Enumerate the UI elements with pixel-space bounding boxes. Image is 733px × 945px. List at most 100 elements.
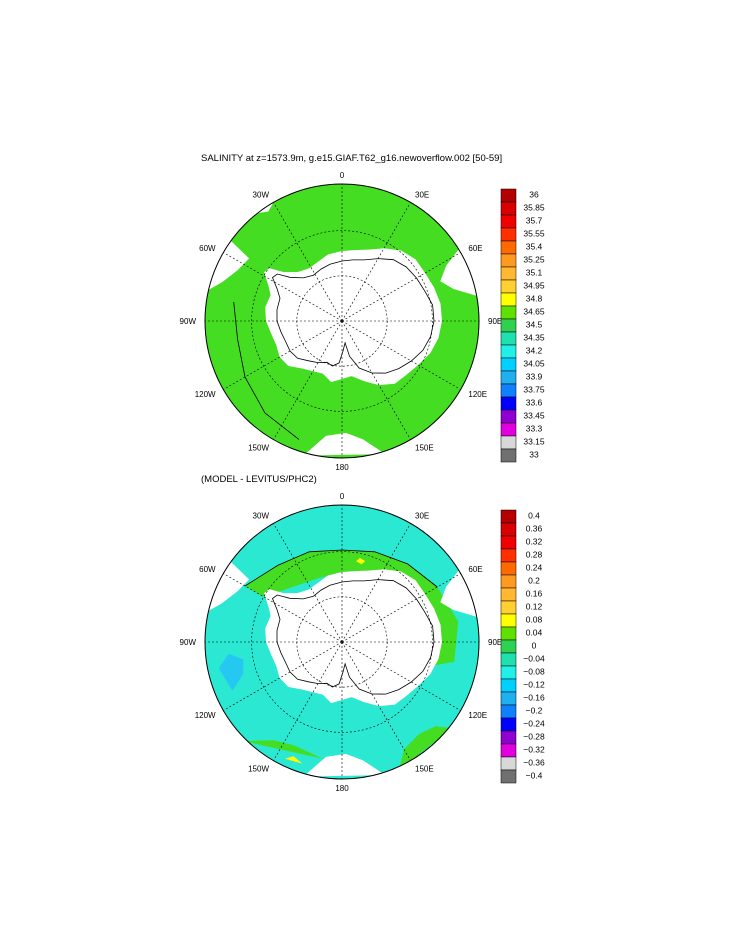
longitude-label: 180 bbox=[335, 784, 349, 793]
colorbar-swatch bbox=[500, 409, 517, 424]
longitude-label: 0 bbox=[340, 492, 345, 501]
colorbar-label: 33 bbox=[529, 450, 539, 460]
colorbar-swatch bbox=[500, 214, 517, 229]
longitude-label: 60E bbox=[468, 565, 482, 574]
colorbar-label: 35.85 bbox=[523, 203, 545, 213]
colorbar-swatch bbox=[500, 383, 517, 398]
longitude-label: 150W bbox=[248, 764, 269, 773]
meridian-line bbox=[223, 573, 343, 643]
longitude-label: 90E bbox=[488, 638, 502, 647]
longitude-label: 30E bbox=[415, 512, 429, 521]
antarctica-coastline bbox=[272, 579, 435, 695]
anomaly-map: 0 30E 60E 90E 120E 150E 180 150W 120W 90W 60W 30W 0… bbox=[180, 492, 545, 793]
panel-2-title: (MODEL - LEVITUS/PHC2) bbox=[201, 474, 317, 485]
colorbar-swatch bbox=[500, 613, 517, 628]
colorbar-label: 34.05 bbox=[523, 359, 545, 369]
meridian-line bbox=[341, 202, 411, 322]
colorbar-swatch bbox=[500, 652, 517, 667]
colorbar-swatch bbox=[500, 253, 517, 268]
colorbar-swatch bbox=[500, 678, 517, 693]
colorbar-label: 0.08 bbox=[526, 615, 543, 625]
colorbar-swatch bbox=[500, 305, 517, 320]
colorbar-swatch bbox=[500, 318, 517, 333]
colorbar-swatch bbox=[500, 522, 517, 537]
meridian-line bbox=[223, 320, 343, 390]
longitude-label: 90W bbox=[180, 638, 197, 647]
globe-outline bbox=[204, 504, 480, 780]
anomaly-yellow-region bbox=[285, 756, 303, 764]
longitude-label: 120E bbox=[468, 390, 487, 399]
colorbar-swatch bbox=[500, 535, 517, 550]
land-mass bbox=[303, 753, 386, 777]
meridian-line bbox=[273, 202, 343, 322]
colorbar-swatch bbox=[500, 691, 517, 706]
land-mass bbox=[440, 246, 479, 297]
colorbar-label: −0.32 bbox=[523, 745, 545, 755]
meridian-line bbox=[341, 252, 461, 322]
colorbar-swatch bbox=[500, 448, 517, 463]
land-mass bbox=[205, 559, 250, 613]
colorbar-swatch bbox=[500, 548, 517, 563]
longitude-label: 90W bbox=[180, 317, 197, 326]
colorbar-label: −0.4 bbox=[526, 771, 543, 781]
colorbar-swatch bbox=[500, 188, 517, 203]
longitude-label: 150W bbox=[248, 443, 269, 452]
meridian-line bbox=[341, 573, 461, 643]
meridian-line bbox=[223, 641, 343, 711]
colorbar-label: 0.12 bbox=[526, 602, 543, 612]
colorbar-label: 34.35 bbox=[523, 333, 545, 343]
latitude-circle bbox=[251, 230, 433, 412]
colorbar-swatch bbox=[500, 587, 517, 602]
colorbar-swatch bbox=[500, 769, 517, 784]
colorbar-swatch bbox=[500, 435, 517, 450]
colorbar-label: −0.16 bbox=[523, 693, 545, 703]
colorbar-label: 0.36 bbox=[526, 524, 543, 534]
colorbar-label: 34.65 bbox=[523, 307, 545, 317]
colorbar-label: −0.04 bbox=[523, 654, 545, 664]
colorbar-label: 0.4 bbox=[528, 511, 540, 521]
colorbar-label: 35.4 bbox=[526, 242, 543, 252]
colorbar-label: 0.16 bbox=[526, 589, 543, 599]
colorbar-label: 34.8 bbox=[526, 294, 543, 304]
anomaly-yellow-region bbox=[356, 557, 366, 565]
longitude-label: 120W bbox=[195, 711, 216, 720]
colorbar-swatch bbox=[500, 292, 517, 307]
colorbar-label: −0.2 bbox=[526, 706, 543, 716]
colorbar-label: 0.28 bbox=[526, 550, 543, 560]
salinity-colorbar: 36 35.85 35.7 35.55 35.4 35.25 35.1 34.95 34.8 34… bbox=[500, 188, 545, 463]
longitude-label: 60W bbox=[199, 565, 216, 574]
meridian-line bbox=[273, 641, 343, 761]
meridian-line bbox=[341, 320, 461, 390]
colorbar-swatch bbox=[500, 240, 517, 255]
colorbar-swatch bbox=[500, 279, 517, 294]
colorbar-label: 34.2 bbox=[526, 346, 543, 356]
anomaly-globe: 0 30E 60E 90E 120E 150E 180 150W 120W 90W 60W 30W bbox=[180, 492, 503, 793]
antarctica-coastline bbox=[272, 258, 435, 374]
colorbar-swatch bbox=[500, 357, 517, 372]
land-mass bbox=[303, 432, 386, 456]
land-mass bbox=[440, 567, 479, 618]
colorbar-label: −0.24 bbox=[523, 719, 545, 729]
colorbar-swatch bbox=[500, 331, 517, 346]
colorbar-swatch bbox=[500, 266, 517, 281]
colorbar-swatch bbox=[500, 509, 517, 524]
colorbar-swatch bbox=[500, 717, 517, 732]
salinity-globe: 0 30E 60E 90E 120E 150E 180 150W 120W 90W 60W 30W bbox=[180, 171, 503, 472]
colorbar-swatch bbox=[500, 730, 517, 745]
colorbar-label: 34.5 bbox=[526, 320, 543, 330]
colorbar-swatch bbox=[500, 626, 517, 641]
colorbar-label: −0.36 bbox=[523, 758, 545, 768]
colorbar-swatch bbox=[500, 201, 517, 216]
colorbar-label: 35.55 bbox=[523, 229, 545, 239]
meridian-line bbox=[341, 320, 411, 440]
colorbar-label: −0.08 bbox=[523, 667, 545, 677]
colorbar-swatch bbox=[500, 704, 517, 719]
colorbar-swatch bbox=[500, 574, 517, 589]
longitude-label: 60W bbox=[199, 244, 216, 253]
colorbar-swatch bbox=[500, 396, 517, 411]
colorbar-label: 33.6 bbox=[526, 398, 543, 408]
colorbar-label: 0 bbox=[532, 641, 537, 651]
colorbar-label: 33.75 bbox=[523, 385, 545, 395]
colorbar-label: 35.1 bbox=[526, 268, 543, 278]
colorbar-label: 34.95 bbox=[523, 281, 545, 291]
